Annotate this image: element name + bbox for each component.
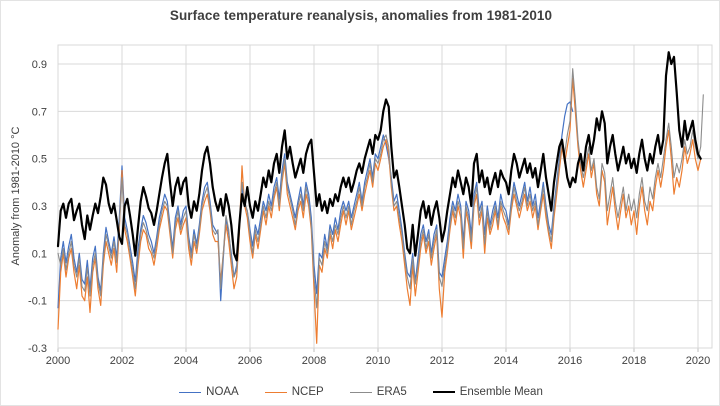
legend-item-ncep: NCEP xyxy=(264,386,324,398)
legend-label-era5: ERA5 xyxy=(376,386,407,398)
x-tick-label: 2008 xyxy=(302,355,326,367)
ensemble-mean-line-swatch xyxy=(432,391,455,393)
ncep-line-swatch xyxy=(264,391,287,393)
x-tick-label: 2004 xyxy=(174,355,198,367)
x-tick-label: 2010 xyxy=(366,355,390,367)
x-tick-label: 2006 xyxy=(238,355,262,367)
x-tick-label: 2018 xyxy=(622,355,646,367)
series-line-ensemble-mean xyxy=(56,51,702,262)
x-tick-label: 2002 xyxy=(110,355,134,367)
x-tick-label: 2014 xyxy=(494,355,518,367)
x-tick-label: 2000 xyxy=(46,355,70,367)
legend-item-noaa: NOAA xyxy=(179,386,239,398)
y-tick-label: -0.3 xyxy=(28,343,47,355)
y-tick-label: 0.9 xyxy=(32,59,47,71)
y-tick-label: -0.1 xyxy=(28,296,47,308)
chart-title: Surface temperature reanalysis, anomalie… xyxy=(169,8,553,23)
legend-item-ensemble-mean: Ensemble Mean xyxy=(432,386,543,398)
series-line-era5 xyxy=(57,68,704,309)
legend-label-ensemble-mean: Ensemble Mean xyxy=(459,386,543,398)
y-tick-label: 0.1 xyxy=(32,248,47,260)
era5-line-swatch xyxy=(349,391,372,393)
x-tick-label: 2016 xyxy=(558,355,582,367)
legend-label-ncep: NCEP xyxy=(291,386,324,398)
series-line-ncep xyxy=(57,77,702,344)
legend-label-noaa: NOAA xyxy=(206,386,239,398)
x-tick-label: 2020 xyxy=(686,355,710,367)
legend: NOAA NCEP ERA5 Ensemble Mean xyxy=(1,386,719,398)
plot-border xyxy=(57,44,713,349)
noaa-line-swatch xyxy=(179,391,202,393)
y-tick-label: 0.7 xyxy=(32,106,47,118)
series-line-noaa xyxy=(57,101,574,309)
x-tick-label: 2012 xyxy=(430,355,454,367)
legend-item-era5: ERA5 xyxy=(349,386,407,398)
y-tick-label: 0.5 xyxy=(32,154,47,166)
y-tick-label: 0.3 xyxy=(32,201,47,213)
